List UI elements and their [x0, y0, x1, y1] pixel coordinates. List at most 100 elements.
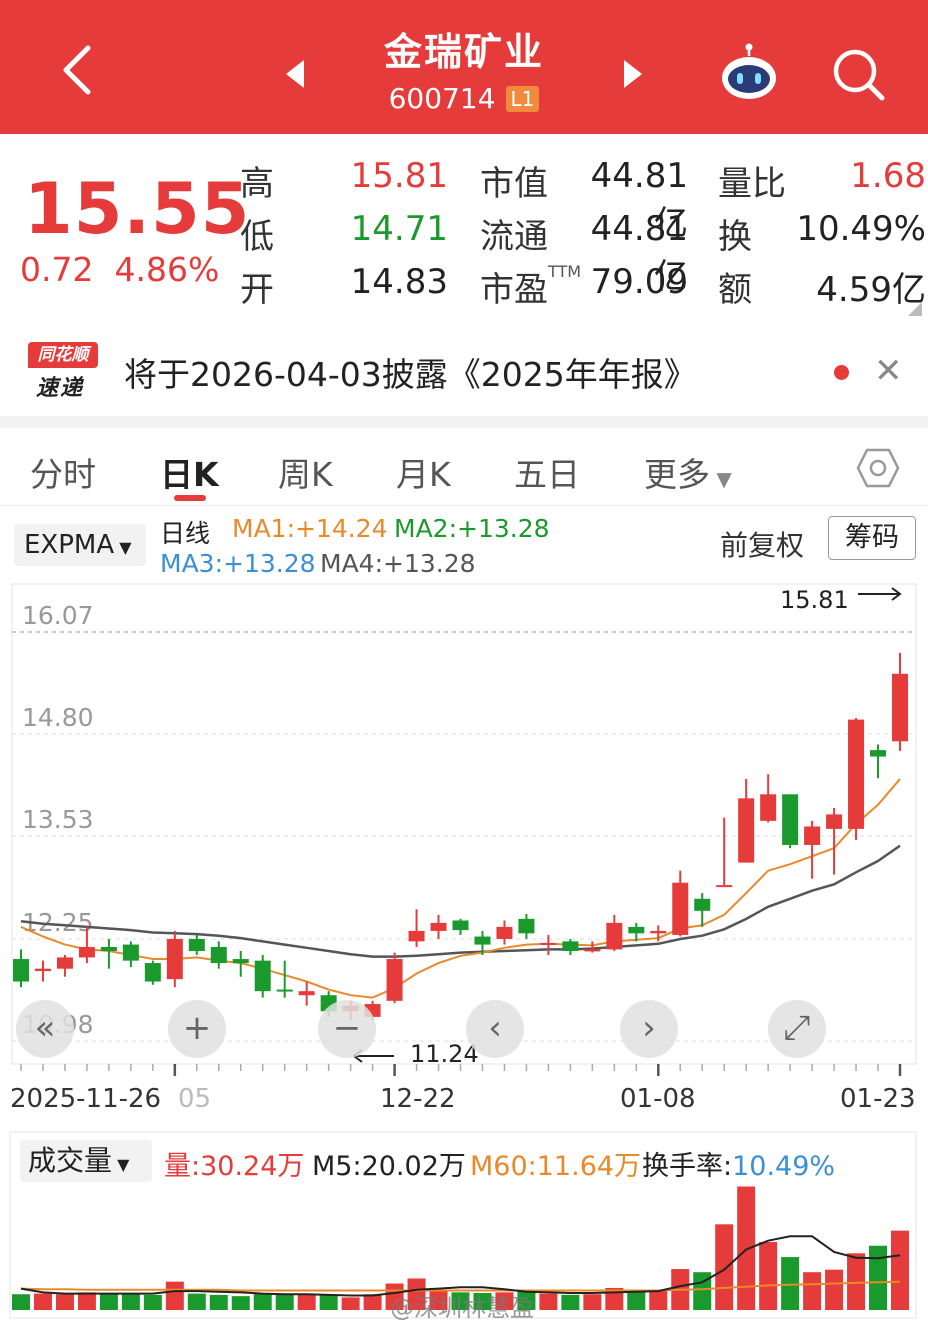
volume-value: 量:30.24万 — [164, 1151, 305, 1182]
unread-dot-icon — [834, 365, 849, 380]
next-stock-triangle-icon[interactable] — [618, 56, 648, 92]
ma1-label: MA1:+14.24 — [232, 514, 388, 543]
candle-body — [826, 814, 843, 829]
volume-bar — [539, 1293, 558, 1310]
candle-body — [892, 673, 908, 742]
high-label: 高 — [240, 164, 274, 204]
expand-corner-icon[interactable] — [908, 302, 922, 316]
candle-body — [628, 926, 645, 934]
min-price-annotation: 11.24 — [410, 1040, 479, 1068]
date-label-start: 2025-11-26 — [10, 1084, 162, 1114]
daily-line-label: 日线 — [160, 519, 211, 548]
candle-body — [276, 989, 293, 992]
candle-body — [166, 938, 183, 980]
search-icon[interactable] — [826, 44, 890, 104]
volume-bar — [825, 1269, 844, 1310]
left-icon[interactable]: ‹ — [466, 1000, 524, 1058]
volume-select-label: 成交量 — [28, 1144, 113, 1177]
candle-body — [13, 959, 29, 982]
dropdown-triangle-icon: ▼ — [114, 538, 132, 557]
amount-label: 额 — [718, 270, 752, 310]
settings-hexagon-icon[interactable] — [856, 446, 900, 490]
candle-body — [760, 794, 777, 821]
current-price: 15.55 — [24, 168, 251, 250]
volume-bar — [143, 1294, 162, 1310]
logo-top-text: 同花顺 — [28, 342, 98, 368]
volume-bar — [363, 1294, 382, 1310]
volume-bar — [12, 1294, 30, 1310]
adjust-mode-button[interactable]: 前复权 — [720, 529, 805, 562]
dropdown-triangle-icon: ▼ — [112, 1155, 130, 1174]
volume-bar — [583, 1294, 602, 1310]
indicator-select-label: EXPMA — [24, 530, 115, 560]
right-icon[interactable]: › — [620, 1000, 678, 1058]
notice-text[interactable]: 将于2026-04-03披露《2025年年报》 — [124, 355, 697, 394]
volume-chart[interactable] — [0, 1130, 928, 1320]
tab-five-day[interactable]: 五日 — [514, 455, 580, 494]
max-arrow-head — [891, 587, 902, 601]
volume-bar — [473, 1292, 492, 1310]
indicator-select[interactable]: EXPMA ▼ — [14, 524, 146, 566]
fullscreen-icon[interactable]: ⤢ — [768, 1000, 826, 1058]
ths-express-logo: 同花顺 速递 — [28, 342, 102, 402]
volume-m60-line — [20, 1280, 901, 1292]
candle-body — [452, 920, 469, 931]
volume-bar — [77, 1292, 96, 1310]
candle-body — [694, 898, 711, 911]
amount-value: 4.59亿 — [816, 270, 926, 310]
volume-m60: M60:11.64万 — [470, 1151, 642, 1182]
tab-weekly-k[interactable]: 周K — [278, 455, 333, 494]
zoom-out-icon[interactable]: − — [318, 1000, 376, 1058]
volume-bar — [627, 1289, 646, 1310]
turnover-value: 10.49% — [796, 209, 926, 249]
volume-bar — [341, 1297, 360, 1310]
candle-body — [188, 938, 205, 952]
open-value: 14.83 — [350, 262, 448, 302]
tab-monthly-k[interactable]: 月K — [396, 455, 451, 494]
float-label: 流通 — [480, 217, 548, 257]
y-tick-label: 13.53 — [22, 805, 94, 834]
candle-body — [540, 942, 557, 945]
volume-bar — [759, 1241, 778, 1310]
double-left-icon[interactable]: « — [16, 1000, 74, 1058]
period-tabs: 分时 日K 周K 月K 五日 更多 ▼ — [0, 428, 928, 506]
date-label-jan08: 01-08 — [620, 1084, 696, 1114]
robot-assistant-icon[interactable] — [716, 42, 782, 102]
back-arrow-icon[interactable] — [52, 40, 112, 100]
candle-body — [870, 750, 887, 757]
low-value: 14.71 — [350, 209, 448, 249]
zoom-in-icon[interactable]: + — [168, 1000, 226, 1058]
volume-bar — [231, 1296, 250, 1310]
stock-code: 600714 — [388, 82, 496, 115]
prev-stock-triangle-icon[interactable] — [280, 56, 310, 92]
tab-more-label: 更多 — [644, 455, 710, 494]
close-icon[interactable]: ✕ — [874, 351, 903, 391]
volume-bar — [781, 1257, 800, 1310]
pe-label-text: 市盈 — [480, 270, 548, 310]
candle-body — [254, 960, 271, 992]
tab-more[interactable]: 更多 ▼ — [644, 448, 732, 496]
high-value: 15.81 — [350, 156, 448, 196]
quote-panel: 15.55 0.72 4.86% 高 15.81 低 14.71 开 14.83… — [0, 134, 928, 320]
turnover-rate: 换手率:10.49% — [642, 1144, 835, 1183]
volume-bar — [165, 1281, 184, 1310]
watermark: @深圳林慧盈 — [390, 1294, 534, 1322]
dropdown-triangle-icon: ▼ — [710, 467, 732, 491]
notice-bar[interactable]: 同花顺 速递 将于2026-04-03披露《2025年年报》 ✕ — [0, 324, 928, 416]
candle-body — [782, 794, 799, 845]
tab-daily-k[interactable]: 日K — [160, 455, 219, 494]
volume-bar — [319, 1294, 338, 1310]
volume-bar — [55, 1294, 74, 1310]
l1-badge: L1 — [505, 86, 540, 112]
turnover-label: 换 — [718, 217, 752, 257]
app-header: 金瑞矿业 600714 L1 — [0, 0, 928, 134]
volume-ratio-label: 量比 — [718, 164, 786, 204]
chips-button[interactable]: 筹码 — [828, 516, 916, 560]
volume-indicator-select[interactable]: 成交量 ▼ — [20, 1140, 152, 1182]
y-tick-label: 16.07 — [22, 601, 94, 630]
tab-intraday[interactable]: 分时 — [30, 455, 96, 494]
candle-body — [518, 918, 535, 934]
section-divider — [0, 416, 928, 428]
candle-body — [78, 946, 95, 958]
